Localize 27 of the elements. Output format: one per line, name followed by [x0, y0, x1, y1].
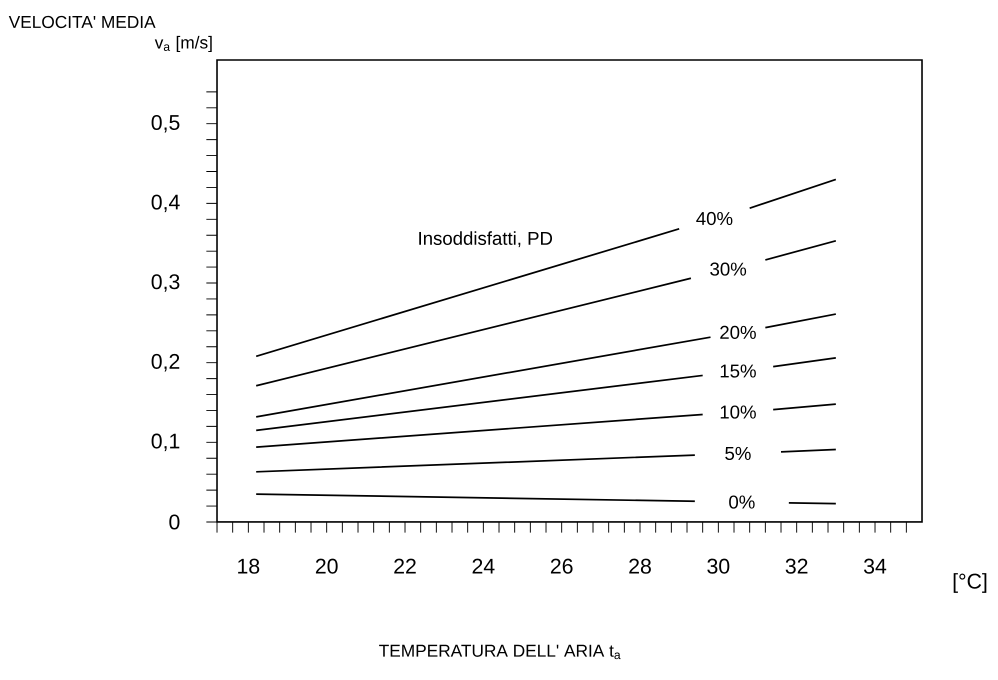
x-tick-label: 30 — [707, 558, 730, 574]
x-tick-label: 24 — [472, 558, 495, 574]
y-tick-label: 0 — [169, 514, 180, 530]
series-label: 0% — [729, 495, 755, 509]
annotation: Insoddisfatti, PD — [419, 231, 552, 248]
x-tick-label: 18 — [238, 558, 260, 574]
x-tick-label: 22 — [394, 558, 416, 574]
series-label: 20% — [720, 326, 756, 339]
series-label: 15% — [720, 364, 756, 378]
y-tick-label: 0,3 — [152, 274, 180, 292]
x-tick-label: 20 — [316, 558, 338, 574]
y-tick-label: 0,2 — [152, 354, 180, 372]
x-tick-label: 26 — [550, 558, 573, 574]
series-label: 10% — [720, 405, 756, 419]
x-axis-title: TEMPERATURA DELL' ARIA t$_{a}$ — [379, 644, 621, 660]
text: [°C] — [954, 573, 986, 593]
y-tick-label: 0,5 — [152, 114, 180, 132]
x-tick-label: 34 — [864, 558, 886, 574]
series-label: 40% — [696, 212, 732, 226]
series-label: 30% — [710, 262, 746, 276]
x-tick-label: 28 — [629, 558, 651, 574]
x-tick-label: 32 — [786, 558, 808, 574]
chart-title: VELOCITA' MEDIA — [8, 16, 156, 28]
series-label: 5% — [725, 446, 751, 460]
y-tick-label: 0,4 — [152, 194, 180, 212]
y-axis-title: v$_{a}$ [m/s] — [154, 36, 212, 52]
y-tick-label: 0,1 — [152, 434, 180, 452]
